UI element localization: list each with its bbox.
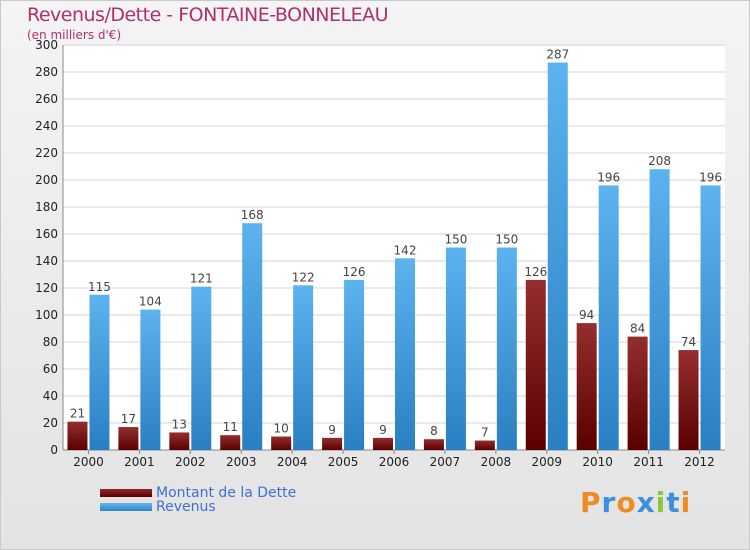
x-tick-label: 2012 <box>684 455 715 469</box>
legend-swatch-dette <box>100 489 152 497</box>
x-tick-label: 2006 <box>379 455 410 469</box>
legend-label-revenus: Revenus <box>156 499 216 515</box>
logo-letter: i <box>655 486 667 519</box>
x-tick-label: 2002 <box>175 455 206 469</box>
bar-dette-2007 <box>423 439 444 450</box>
bar-revenus-2007 <box>445 247 466 450</box>
y-tick-label: 160 <box>35 227 58 241</box>
bar-revenus-2010 <box>598 185 619 450</box>
data-label-dette-2000: 21 <box>70 407 85 421</box>
y-tick-label: 20 <box>43 416 58 430</box>
bar-revenus-2000 <box>89 294 110 450</box>
data-label-dette-2011: 84 <box>630 322 645 336</box>
data-label-dette-2006: 9 <box>379 423 387 437</box>
bar-revenus-2002 <box>191 286 212 450</box>
y-tick-label: 80 <box>43 335 58 349</box>
legend-label-dette: Montant de la Dette <box>156 485 297 501</box>
bar-revenus-2012 <box>700 185 721 450</box>
data-label-revenus-2002: 121 <box>190 272 213 286</box>
y-tick-label: 60 <box>43 362 58 376</box>
bar-revenus-2006 <box>395 258 415 450</box>
data-label-dette-2001: 17 <box>121 412 136 426</box>
y-tick-label: 140 <box>35 254 58 268</box>
logo-letter: i <box>680 486 692 519</box>
bar-dette-2010 <box>576 323 597 450</box>
bar-dette-2006 <box>373 437 393 450</box>
bar-dette-2004 <box>271 436 292 450</box>
y-tick-label: 200 <box>35 173 58 187</box>
bar-dette-2003 <box>220 435 241 450</box>
logo-letter: P <box>580 486 602 519</box>
data-label-revenus-2001: 104 <box>139 295 162 309</box>
x-tick-label: 2011 <box>633 455 664 469</box>
bar-revenus-2001 <box>140 309 161 450</box>
data-label-dette-2007: 8 <box>430 424 438 438</box>
legend-swatch-revenus <box>100 503 152 511</box>
x-tick-label: 2007 <box>430 455 461 469</box>
bar-dette-2009 <box>525 279 546 450</box>
bar-revenus-2004 <box>293 285 314 450</box>
y-tick-label: 100 <box>35 308 58 322</box>
data-label-revenus-2009: 287 <box>546 48 569 62</box>
y-tick-label: 0 <box>50 443 58 457</box>
bar-dette-2000 <box>67 421 88 450</box>
data-label-dette-2005: 9 <box>328 423 336 437</box>
x-tick-label: 2000 <box>73 455 104 469</box>
data-label-dette-2003: 11 <box>223 420 238 434</box>
bar-revenus-2009 <box>547 62 568 451</box>
chart-title: Revenus/Dette - FONTAINE-BONNELEAU <box>27 4 389 26</box>
proxiti-logo: Proxiti <box>580 486 691 519</box>
bar-revenus-2003 <box>242 223 263 450</box>
y-tick-label: 120 <box>35 281 58 295</box>
x-tick-label: 2008 <box>481 455 512 469</box>
data-label-dette-2012: 74 <box>681 335 696 349</box>
bar-dette-2005 <box>322 437 343 450</box>
data-label-revenus-2012: 196 <box>699 170 722 184</box>
bar-revenus-2011 <box>649 169 670 450</box>
x-tick-label: 2005 <box>328 455 359 469</box>
y-tick-label: 240 <box>35 119 58 133</box>
data-label-revenus-2007: 150 <box>444 233 467 247</box>
logo-letter: r <box>601 486 617 519</box>
x-tick-label: 2010 <box>582 455 613 469</box>
data-label-revenus-2008: 150 <box>495 233 518 247</box>
y-tick-label: 280 <box>35 65 58 79</box>
x-tick-label: 2009 <box>531 455 562 469</box>
data-label-revenus-2003: 168 <box>241 208 264 222</box>
bar-dette-2001 <box>118 427 139 450</box>
chart-subtitle: (en milliers d'€) <box>27 28 122 42</box>
data-label-dette-2008: 7 <box>481 426 489 440</box>
data-label-revenus-2011: 208 <box>648 154 671 168</box>
data-label-dette-2002: 13 <box>172 417 187 431</box>
data-label-revenus-2005: 126 <box>343 265 366 279</box>
data-label-revenus-2004: 122 <box>292 270 315 284</box>
logo-letter: t <box>666 486 681 519</box>
data-label-revenus-2000: 115 <box>88 280 111 294</box>
bar-dette-2011 <box>627 336 648 450</box>
bar-revenus-2005 <box>344 279 365 450</box>
logo-letter: x <box>636 486 656 519</box>
y-tick-label: 220 <box>35 146 58 160</box>
logo-letter: o <box>616 486 637 519</box>
bar-dette-2008 <box>474 440 495 450</box>
data-label-dette-2009: 126 <box>524 265 547 279</box>
data-label-revenus-2006: 142 <box>394 243 417 257</box>
y-tick-label: 40 <box>43 389 58 403</box>
data-label-dette-2004: 10 <box>274 422 289 436</box>
data-label-revenus-2010: 196 <box>597 170 620 184</box>
x-tick-label: 2004 <box>277 455 308 469</box>
x-tick-label: 2003 <box>226 455 257 469</box>
data-label-dette-2010: 94 <box>579 308 594 322</box>
bar-dette-2012 <box>678 350 699 450</box>
x-tick-label: 2001 <box>124 455 155 469</box>
y-tick-label: 180 <box>35 200 58 214</box>
bar-revenus-2008 <box>496 247 517 450</box>
bar-dette-2002 <box>169 432 190 450</box>
y-tick-label: 260 <box>35 92 58 106</box>
y-tick-label: 300 <box>35 38 58 52</box>
